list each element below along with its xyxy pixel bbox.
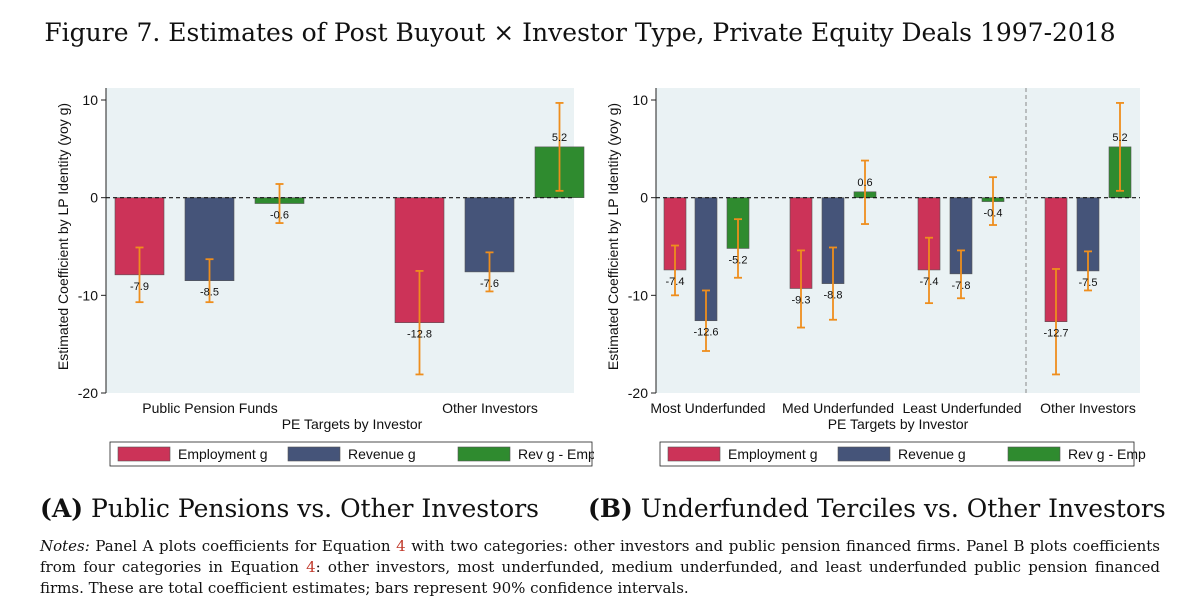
y-tick-label: -20: [78, 385, 98, 401]
category-label: Public Pension Funds: [142, 400, 277, 416]
data-label: -12.8: [407, 329, 432, 341]
panel-b-chart: 10 0 -10 -20 Estimated Coefficient by LP Ide…: [605, 88, 1146, 467]
legend-swatch: [457, 446, 511, 462]
panel-a-chart: 10 0 -10 -20 Estimated Coefficient by LP Ide…: [55, 88, 594, 467]
y-tick-label: 10: [632, 92, 648, 108]
category-label: Least Underfunded: [902, 400, 1021, 416]
data-label: 5.2: [552, 132, 567, 144]
panel-a-caption-text: Public Pensions vs. Other Investors: [91, 494, 540, 523]
notes-text-3: : other investors, most underfunded, med…: [40, 558, 1160, 597]
notes-text-1: Panel A plots coefficients for Equation: [89, 537, 397, 555]
x-axis-title: PE Targets by Investor: [282, 416, 423, 432]
data-label: -5.2: [729, 254, 748, 266]
legend-swatch: [287, 446, 341, 462]
data-label: -0.4: [984, 208, 1003, 220]
figure-title: Figure 7. Estimates of Post Buyout × Inv…: [44, 18, 1116, 47]
legend-swatch: [1007, 446, 1061, 462]
data-label: 0.6: [857, 177, 872, 189]
category-label: Med Underfunded: [782, 400, 894, 416]
notes-text-2: with two categories: other investors and…: [40, 537, 1160, 576]
data-label: -7.9: [130, 281, 149, 293]
panel-b-caption-text: Underfunded Terciles vs. Other Investors: [640, 494, 1166, 523]
data-label: -8.8: [824, 290, 843, 302]
data-label: -8.5: [200, 287, 219, 299]
legend-label: Rev g - Emp g: [1068, 446, 1146, 462]
legend-swatch: [837, 446, 891, 462]
data-label: -12.6: [693, 327, 718, 339]
y-axis-title: Estimated Coefficient by LP Identity (yo…: [605, 103, 621, 370]
legend-label: Revenue g: [348, 446, 416, 462]
category-label: Most Underfunded: [650, 400, 765, 416]
category-label: Other Investors: [1040, 400, 1136, 416]
legend-label: Employment g: [178, 446, 267, 462]
data-label: -0.6: [270, 210, 289, 222]
data-label: -7.8: [952, 280, 971, 292]
y-tick-label: -20: [628, 385, 648, 401]
category-label: Other Investors: [442, 400, 538, 416]
panel-a-caption: (A) Public Pensions vs. Other Investors: [40, 494, 539, 523]
data-label: -7.4: [920, 276, 939, 288]
notes-label: Notes:: [40, 537, 90, 555]
data-label: -7.4: [666, 276, 685, 288]
data-label: -7.5: [1079, 277, 1098, 289]
figure-notes: Notes: Panel A plots coefficients for Eq…: [40, 536, 1160, 599]
panel-a-caption-letter: (A): [40, 494, 84, 523]
y-tick-label: 10: [82, 92, 98, 108]
panel-b-caption: (B) Underfunded Terciles vs. Other Inves…: [588, 494, 1166, 523]
data-label: -7.6: [480, 278, 499, 290]
y-tick-label: 0: [90, 190, 98, 206]
x-axis-title: PE Targets by Investor: [828, 416, 969, 432]
equation-ref-1[interactable]: 4: [396, 537, 406, 555]
y-tick-label: 0: [640, 190, 648, 206]
y-tick-label: -10: [628, 287, 648, 303]
data-label: -9.3: [792, 294, 811, 306]
legend-label: Rev g - Emp g: [518, 446, 594, 462]
y-tick-label: -10: [78, 287, 98, 303]
panel-b-caption-letter: (B): [588, 494, 633, 523]
legend-label: Employment g: [728, 446, 817, 462]
legend-swatch: [117, 446, 171, 462]
legend-swatch: [667, 446, 721, 462]
data-label: 5.2: [1112, 132, 1127, 144]
legend-box: [109, 441, 593, 467]
equation-ref-2[interactable]: 4: [306, 558, 316, 576]
y-axis-title: Estimated Coefficient by LP Identity (yo…: [55, 103, 71, 370]
data-label: -12.7: [1043, 328, 1068, 340]
legend-label: Revenue g: [898, 446, 966, 462]
